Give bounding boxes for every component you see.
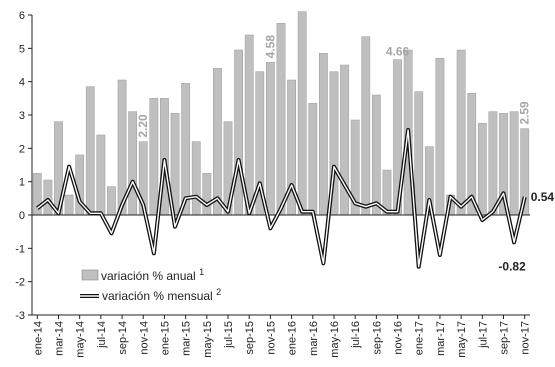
y-tick-label: 4 xyxy=(19,77,25,89)
bar xyxy=(319,53,328,216)
legend-label-anual: variación % anual 1 xyxy=(101,267,204,283)
bar xyxy=(107,186,116,216)
line-series-mensual xyxy=(36,128,527,269)
y-tick-label: 3 xyxy=(19,110,25,122)
bar xyxy=(371,94,381,216)
bar xyxy=(308,103,318,216)
x-tick-label: sep-14 xyxy=(117,321,129,355)
data-label: 2.20 xyxy=(136,114,150,138)
x-tick-label: nov-16 xyxy=(393,321,405,355)
x-tick-label: ene-16 xyxy=(287,321,299,355)
x-tick-label: mar-14 xyxy=(53,321,65,356)
bar xyxy=(213,68,222,216)
x-tick-label: may-14 xyxy=(75,321,87,358)
x-tick-label: mar-15 xyxy=(181,321,193,356)
x-tick-label: nov-14 xyxy=(138,321,150,355)
bar xyxy=(297,11,307,216)
x-axis: ene-14 mar-14 may-14 jul-14 sep-14 nov-14 ene-… xyxy=(32,314,532,358)
data-label: 2.59 xyxy=(518,101,532,125)
y-tick-label: -3 xyxy=(15,310,25,322)
x-tick-label: jul-15 xyxy=(223,321,235,349)
legend-label-mensual: variación % mensual 2 xyxy=(102,287,221,303)
bar xyxy=(435,58,445,216)
x-tick-label: jul-14 xyxy=(96,321,108,349)
bar xyxy=(276,23,286,216)
bar xyxy=(43,179,53,216)
x-tick-label: may-16 xyxy=(329,321,341,358)
y-tick-label: 2 xyxy=(19,143,25,155)
x-tick-label: may-17 xyxy=(456,321,468,358)
y-tick-label: -1 xyxy=(15,243,25,255)
bar xyxy=(191,141,201,216)
x-tick-label: sep-15 xyxy=(244,321,256,355)
x-tick-label: may-15 xyxy=(202,321,214,358)
series-line-inner xyxy=(36,129,526,268)
y-axis: -3 -2 -1 0 1 2 3 4 5 6 xyxy=(15,10,33,322)
bar xyxy=(96,134,106,216)
data-label: 4.58 xyxy=(263,35,277,59)
x-tick-label: ene-15 xyxy=(159,321,171,355)
x-tick-label: mar-17 xyxy=(435,321,447,356)
y-tick-label: 1 xyxy=(19,177,25,189)
data-label: 0.54 xyxy=(531,190,555,204)
bar xyxy=(149,98,159,216)
y-tick-label: 6 xyxy=(19,10,25,22)
x-tick-label: ene-17 xyxy=(414,321,426,355)
x-tick-label: jul-17 xyxy=(477,321,489,349)
data-label: -0.82 xyxy=(498,259,526,273)
x-tick-label: nov-17 xyxy=(520,321,532,355)
bar xyxy=(244,34,254,216)
legend: variación % anual 1 variación % mensual … xyxy=(80,267,221,303)
bar xyxy=(64,194,74,216)
x-tick-label: sep-16 xyxy=(371,321,383,355)
bar xyxy=(181,83,191,216)
bar xyxy=(32,173,42,216)
y-tick-label: 0 xyxy=(19,210,25,222)
bar xyxy=(361,36,371,216)
x-tick-label: ene-14 xyxy=(32,321,44,355)
y-tick-label: -2 xyxy=(15,277,25,289)
bar xyxy=(509,111,519,216)
bar xyxy=(477,123,487,216)
x-tick-label: nov-15 xyxy=(265,321,277,355)
x-tick-label: sep-17 xyxy=(499,321,511,355)
bar xyxy=(234,49,243,216)
bar xyxy=(202,173,212,216)
x-tick-label: mar-16 xyxy=(308,321,320,356)
legend-swatch-anual xyxy=(81,269,99,281)
bar xyxy=(456,49,466,216)
bar xyxy=(488,111,498,216)
bar xyxy=(266,62,275,216)
y-tick-label: 5 xyxy=(19,43,25,55)
x-tick-label: jul-16 xyxy=(350,321,362,349)
bar xyxy=(414,91,424,216)
data-labels: 2.20 4.58 4.66 2.59 0.54 -0.82 xyxy=(136,35,554,274)
bar-series-anual xyxy=(32,11,530,216)
data-label: 4.66 xyxy=(386,45,410,59)
bar xyxy=(85,86,95,216)
